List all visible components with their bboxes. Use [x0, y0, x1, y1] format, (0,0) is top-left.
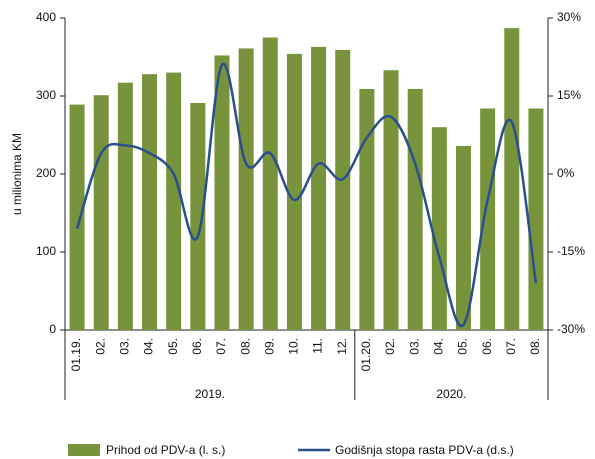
- y-tick-label: 200: [36, 166, 56, 180]
- x-tick-label: 07.: [504, 338, 518, 355]
- x-tick-label: 06.: [480, 338, 494, 355]
- y2-tick-label: -30%: [557, 322, 585, 336]
- y2-tick-label: 30%: [557, 10, 581, 24]
- bar: [117, 82, 133, 331]
- x-tick-label: 08.: [528, 338, 542, 355]
- bar: [359, 88, 375, 330]
- bar: [311, 46, 327, 331]
- y2-tick-label: -15%: [557, 244, 585, 258]
- y-tick-label: 0: [49, 322, 56, 336]
- x-tick-label: 08.: [238, 338, 252, 355]
- bar: [190, 103, 206, 331]
- bar: [504, 28, 520, 330]
- x-tick-label: 02.: [383, 338, 397, 355]
- x-tick-label: 02.: [93, 338, 107, 355]
- bar: [142, 74, 158, 330]
- x-tick-label: 03.: [407, 338, 421, 355]
- legend-label: Prihod od PDV-a (l. s.): [106, 443, 225, 457]
- x-tick-label: 06.: [190, 338, 204, 355]
- y2-tick-label: 0%: [557, 166, 575, 180]
- x-tick-label: 07.: [214, 338, 228, 355]
- bar: [455, 145, 471, 330]
- bar: [480, 108, 496, 330]
- y-tick-label: 300: [36, 88, 56, 102]
- group-label: 2019.: [195, 387, 225, 401]
- x-tick-label: 05.: [456, 338, 470, 355]
- bar: [528, 108, 544, 330]
- bar: [383, 70, 399, 330]
- bar: [69, 104, 85, 330]
- x-tick-label: 09.: [262, 338, 276, 355]
- x-tick-label: 04.: [142, 338, 156, 355]
- bar: [335, 49, 351, 330]
- bar: [214, 55, 230, 330]
- legend-swatch: [68, 444, 100, 456]
- y-axis-label: u milionima KM: [10, 133, 24, 215]
- bar: [262, 37, 278, 330]
- group-label: 2020.: [436, 387, 466, 401]
- x-tick-label: 01.20.: [359, 338, 373, 371]
- x-tick-label: 05.: [166, 338, 180, 355]
- bar: [166, 72, 182, 330]
- bar: [93, 95, 109, 330]
- y-tick-label: 400: [36, 10, 56, 24]
- x-tick-label: 11.: [311, 338, 325, 354]
- x-tick-label: 04.: [431, 338, 445, 355]
- bar: [431, 127, 447, 330]
- bar: [286, 53, 302, 330]
- legend-label: Godišnja stopa rasta PDV-a (d.s.): [335, 443, 514, 457]
- y-tick-label: 100: [36, 244, 56, 258]
- x-tick-label: 01.19.: [69, 338, 83, 371]
- x-tick-label: 10.: [287, 338, 301, 355]
- line: [75, 62, 538, 328]
- x-tick-label: 03.: [118, 338, 132, 355]
- y2-tick-label: 15%: [557, 88, 581, 102]
- bar: [407, 88, 423, 330]
- x-tick-label: 12.: [335, 338, 349, 355]
- bar: [238, 48, 254, 331]
